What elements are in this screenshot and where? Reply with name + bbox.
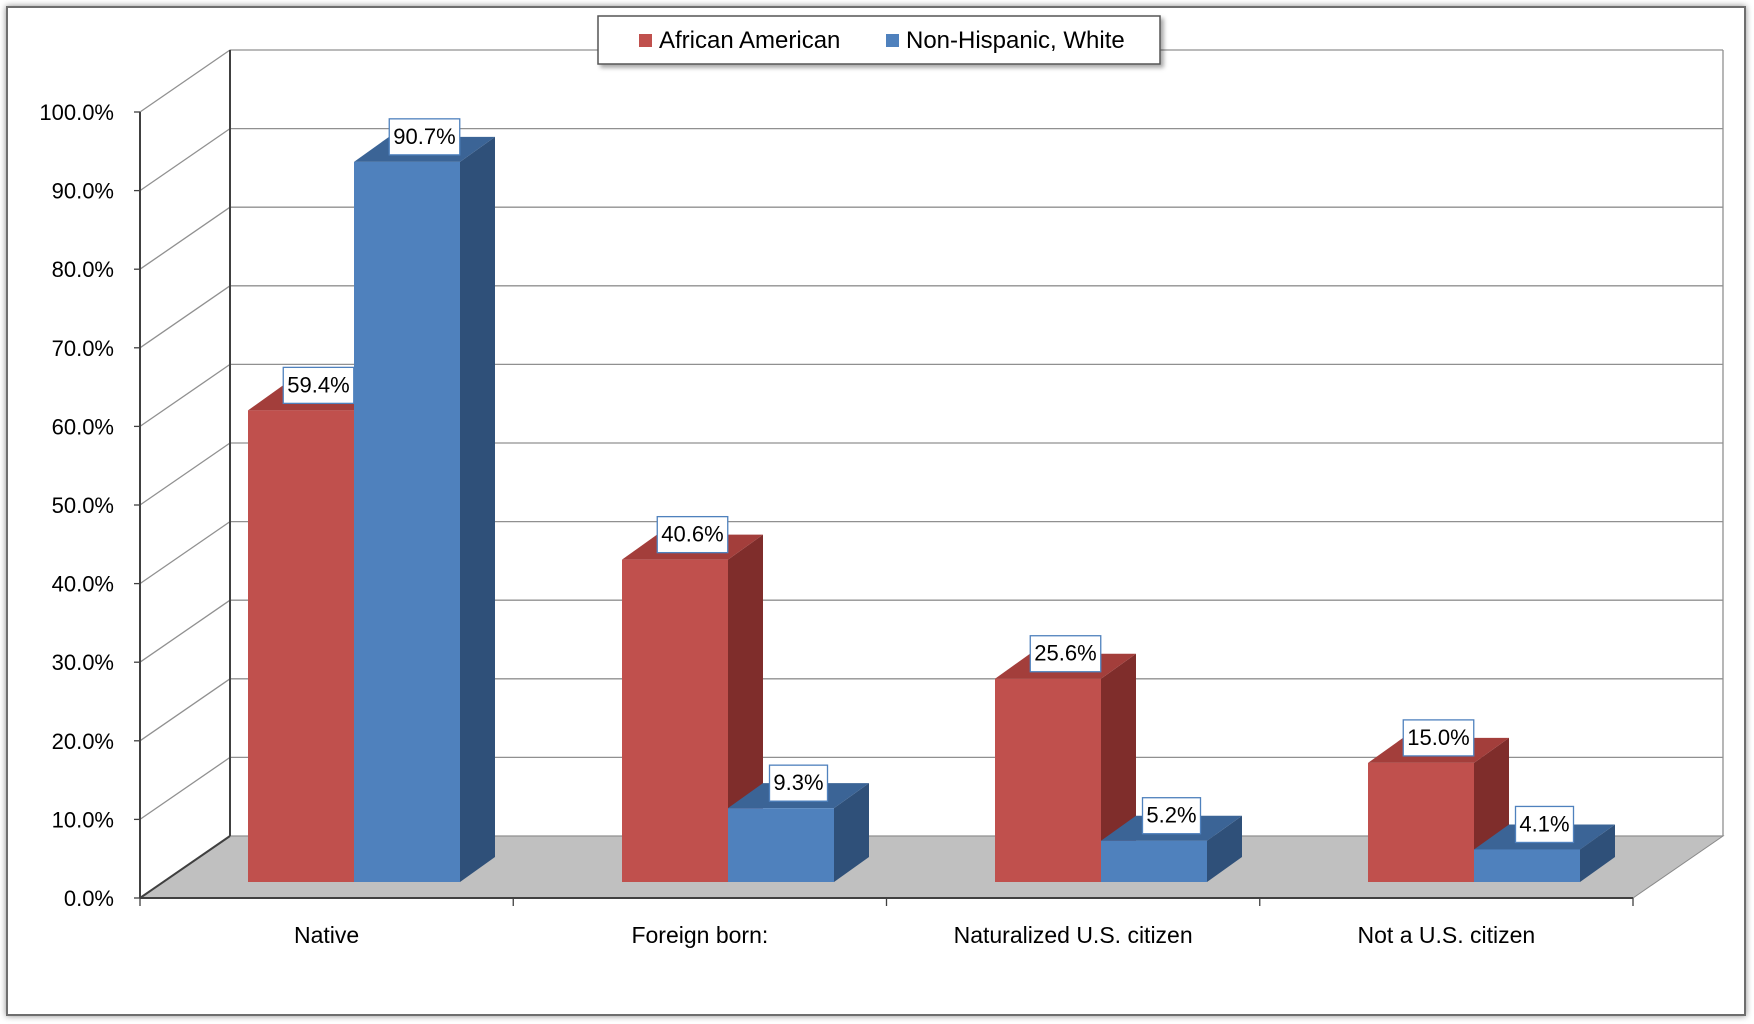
side-wall-line	[139, 678, 231, 742]
legend-box	[597, 15, 1161, 65]
data-label-text: 15.0%	[1407, 725, 1469, 750]
legend-swatch-african-american	[639, 34, 652, 47]
bar-side-face	[1580, 824, 1615, 882]
data-label-text: 90.7%	[393, 124, 455, 149]
bar-side-face	[834, 783, 869, 882]
legend-swatch-non-hispanic-white	[886, 34, 899, 47]
side-wall-line	[139, 206, 231, 270]
side-wall-line	[139, 285, 231, 349]
y-tick-label: 40.0%	[52, 572, 114, 597]
data-label: 90.7%	[388, 118, 461, 156]
side-wall-line	[139, 49, 231, 113]
side-wall-line	[139, 599, 231, 663]
bar-front-face	[622, 559, 728, 882]
data-label: 40.6%	[656, 515, 729, 554]
bar-front-face	[995, 678, 1101, 882]
side-wall-line	[139, 442, 231, 506]
data-label: 9.3%	[768, 764, 829, 802]
data-label-box	[768, 764, 829, 802]
y-tick-label: 100.0%	[39, 100, 114, 125]
x-category-label: Naturalized U.S. citizen	[954, 922, 1193, 948]
legend-label-non-hispanic-white: Non-Hispanic, White	[906, 27, 1125, 54]
bar	[354, 136, 495, 883]
side-wall-line	[139, 363, 231, 427]
data-label-text: 59.4%	[287, 372, 349, 397]
legend: African American Non-Hispanic, White	[597, 15, 1161, 65]
y-tick-label: 10.0%	[52, 807, 114, 832]
y-tick-label: 20.0%	[52, 729, 114, 754]
bar-front-face	[354, 161, 460, 883]
data-label-text: 9.3%	[773, 770, 823, 795]
data-label: 59.4%	[282, 366, 355, 405]
data-label: 25.6%	[1029, 635, 1102, 673]
data-label-box	[1141, 797, 1202, 835]
data-label-text: 5.2%	[1146, 803, 1196, 828]
data-labels: 59.4% 40.6% 25.6% 15.0% 90.7% 9.3% 5.2% 4.1%	[282, 118, 1575, 844]
side-wall-line	[139, 756, 231, 820]
x-category-label: Native	[294, 922, 359, 948]
y-tick-label: 70.0%	[52, 336, 114, 361]
y-tick-label: 60.0%	[52, 414, 114, 439]
data-label: 5.2%	[1141, 797, 1202, 835]
y-tick-label: 50.0%	[52, 493, 114, 518]
data-label-text: 40.6%	[661, 522, 723, 547]
bar-front-face	[1101, 840, 1207, 882]
bar-front-face	[1474, 849, 1580, 882]
data-label-box	[1514, 805, 1575, 844]
bars	[248, 136, 1615, 883]
data-label-box	[656, 515, 729, 554]
y-tick-label: 0.0%	[64, 886, 114, 911]
floor-left-edge	[139, 835, 231, 899]
bar-side-face	[1207, 815, 1242, 882]
data-label-box	[282, 366, 355, 405]
bar-front-face	[728, 808, 834, 882]
y-tick-label: 90.0%	[52, 179, 114, 204]
legend-label-african-american: African American	[659, 27, 840, 54]
bar-front-face	[1368, 762, 1474, 882]
bar-front-face	[248, 410, 354, 882]
data-label-text: 4.1%	[1519, 811, 1569, 836]
side-wall-line	[139, 128, 231, 192]
y-tick-label: 30.0%	[52, 650, 114, 675]
data-label: 15.0%	[1402, 719, 1475, 757]
axes: 0.0% 10.0% 20.0% 30.0% 40.0% 50.0% 60.0% 70.0% 8…	[39, 100, 1634, 948]
data-label: 4.1%	[1514, 805, 1575, 844]
side-wall-line	[139, 521, 231, 585]
data-label-box	[388, 118, 461, 156]
data-label-box	[1402, 719, 1475, 757]
x-category-label: Foreign born:	[631, 922, 768, 948]
y-tick-label: 80.0%	[52, 257, 114, 282]
data-label-text: 25.6%	[1034, 641, 1096, 666]
bar-side-face	[460, 136, 495, 883]
data-label-box	[1029, 635, 1102, 673]
x-category-label: Not a U.S. citizen	[1358, 922, 1536, 948]
